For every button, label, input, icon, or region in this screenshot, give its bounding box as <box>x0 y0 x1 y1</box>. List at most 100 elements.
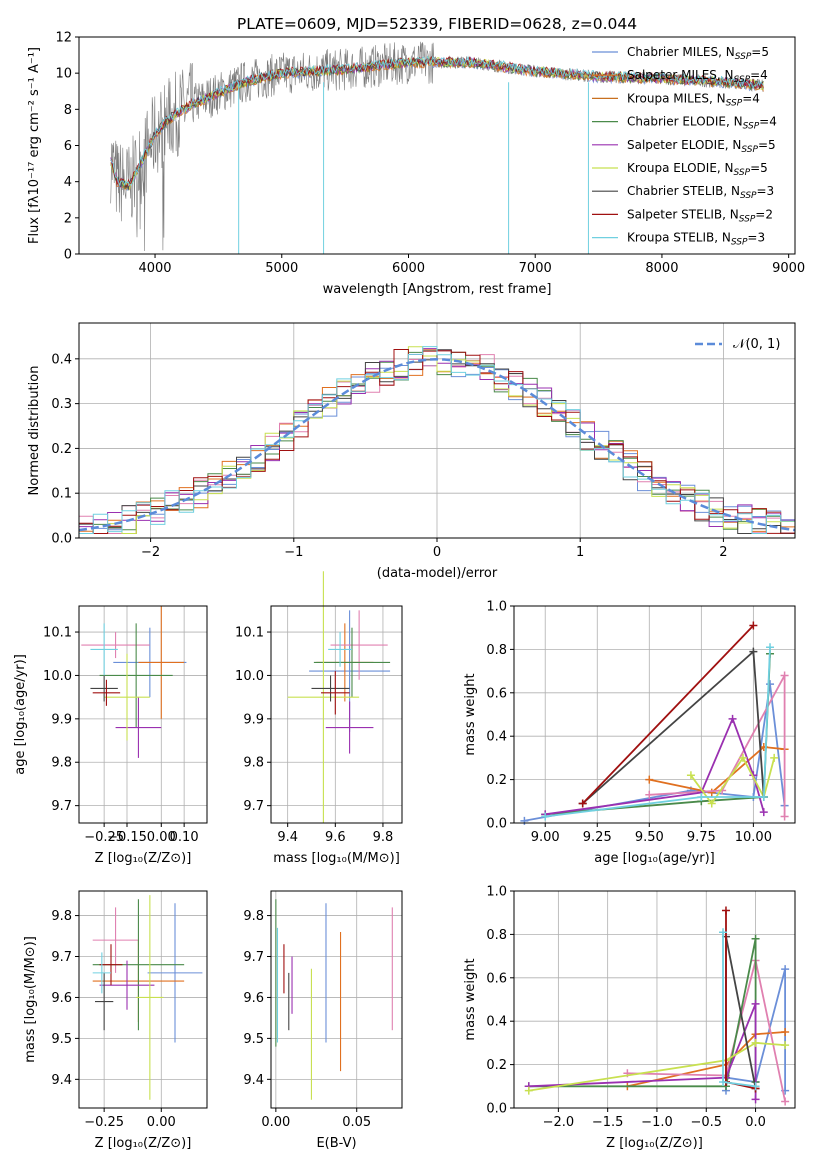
x-tick-label: 9.25 <box>583 830 612 845</box>
weight-marker <box>697 792 706 801</box>
gaussian-curve <box>78 358 796 532</box>
weight-marker <box>728 714 737 723</box>
axes-frame <box>513 605 796 824</box>
y-tick-label: 9.6 <box>51 991 72 1006</box>
y-tick-label: 9.7 <box>243 799 264 814</box>
weight-marker <box>751 1082 760 1091</box>
y-tick-label: 0.8 <box>486 928 507 943</box>
y-tick-label: 9.8 <box>51 909 72 924</box>
y-tick-label: 0.4 <box>486 730 507 745</box>
y-axis-label: mass weight <box>463 958 478 1040</box>
weight-marker <box>541 812 550 821</box>
legend-label: Salpeter STELIB, NSSP=2 <box>627 207 773 224</box>
x-tick-label: 4000 <box>138 261 171 276</box>
y-tick-label: 9.8 <box>243 909 264 924</box>
axes-frame <box>78 890 208 1109</box>
x-tick-label: −1.0 <box>641 1115 673 1130</box>
x-tick-label: −0.25 <box>84 830 124 845</box>
weight-marker <box>707 799 716 808</box>
axes-frame <box>270 605 403 824</box>
weight-series <box>649 746 785 794</box>
x-tick-label: 9000 <box>772 261 805 276</box>
x-tick-label: −2.0 <box>543 1115 575 1130</box>
legend-label: Kroupa STELIB, NSSP=3 <box>627 231 765 248</box>
x-tick-label: 7000 <box>519 261 552 276</box>
weight-series <box>582 624 755 805</box>
weight-marker <box>751 1095 760 1104</box>
weight-series <box>627 960 786 1102</box>
y-tick-label: 1.0 <box>486 885 507 900</box>
y-tick-label: 10.0 <box>235 669 264 684</box>
legend-label: Kroupa ELODIE, NSSP=5 <box>627 161 768 178</box>
x-tick-label: 1 <box>576 545 584 560</box>
legend-label: Chabrier ELODIE, NSSP=4 <box>627 115 777 132</box>
x-tick-label: 9.00 <box>531 830 560 845</box>
weight-marker <box>766 680 775 689</box>
weight-marker <box>780 671 789 680</box>
x-tick-label: 6000 <box>392 261 425 276</box>
figure-title: PLATE=0609, MJD=52339, FIBERID=0628, z=0… <box>237 15 637 33</box>
age-vs-z-chart: −0.25−0.15 0.000.10 9.7 9.8 9.9 10.0 10.1 Z [lo… <box>13 605 208 866</box>
y-tick-label: 9.7 <box>51 950 72 965</box>
x-axis-label: (data-model)/error <box>377 566 498 581</box>
x-tick-label: −0.5 <box>690 1115 722 1130</box>
weight-series <box>528 1003 757 1100</box>
weight-marker <box>770 753 779 762</box>
weight-vs-age-chart: 9.00 9.25 9.50 9.75 10.00 0.0 0.2 0.4 0.6 0.8 1.0 a… <box>463 600 796 866</box>
weight-marker <box>719 928 728 937</box>
weight-marker <box>645 790 654 799</box>
weight-series <box>649 674 786 817</box>
weight-marker <box>749 621 758 630</box>
y-axis-label: Normed distribution <box>27 366 42 496</box>
x-axis-label: mass [log₁₀(M/M⊙)] <box>273 851 400 866</box>
weight-marker <box>759 792 768 801</box>
x-axis-label: Z [log₁₀(Z/Z⊙)] <box>606 1136 703 1151</box>
weight-marker <box>524 1086 533 1095</box>
x-tick-label: 0.00 <box>147 830 176 845</box>
age-vs-mass-chart: 9.4 9.6 9.8 9.7 9.8 9.9 10.0 10.1 mass [log₁₀(M/… <box>235 571 403 866</box>
y-tick-label: 0.3 <box>51 397 72 412</box>
y-tick-label: 0.0 <box>51 532 72 547</box>
weight-marker <box>781 1041 790 1050</box>
y-tick-label: 0.4 <box>51 352 72 367</box>
y-tick-label: 0.6 <box>486 686 507 701</box>
y-tick-label: 0.0 <box>486 817 507 832</box>
y-tick-label: 0.8 <box>486 643 507 658</box>
axes-frame <box>270 890 403 1109</box>
x-tick-label: 8000 <box>645 261 678 276</box>
x-tick-label: 9.4 <box>277 830 298 845</box>
weight-marker <box>751 1038 760 1047</box>
mass-vs-z-chart: −0.25 0.00 9.4 9.5 9.6 9.7 9.8 Z [log₁₀(Z/Z⊙)] m… <box>23 890 208 1151</box>
weight-marker <box>707 788 716 797</box>
x-axis-label: Z [log₁₀(Z/Z⊙)] <box>95 851 192 866</box>
y-tick-label: 10.1 <box>235 626 264 641</box>
y-tick-label: 0.2 <box>486 773 507 788</box>
y-tick-label: 9.9 <box>243 712 264 727</box>
spectrum-chart: 4000 5000 6000 7000 8000 9000 0 2 4 6 8 10 12 wavelen… <box>27 31 805 298</box>
y-tick-label: 1.0 <box>486 600 507 615</box>
x-tick-label: 0.00 <box>261 1115 290 1130</box>
x-tick-label: −1.5 <box>592 1115 624 1130</box>
weight-marker <box>781 1028 790 1037</box>
y-tick-label: 9.4 <box>51 1073 72 1088</box>
axes-frame <box>78 605 208 824</box>
histogram-series <box>79 346 795 534</box>
y-tick-label: 9.6 <box>243 991 264 1006</box>
weight-marker <box>738 753 747 762</box>
legend-label: Chabrier STELIB, NSSP=3 <box>627 184 774 201</box>
y-tick-label: 9.7 <box>51 799 72 814</box>
x-tick-label: 0.00 <box>147 1115 176 1130</box>
y-tick-label: 0 <box>64 248 72 263</box>
y-tick-label: 0.2 <box>51 442 72 457</box>
weight-marker <box>751 934 760 943</box>
y-tick-label: 0.6 <box>486 971 507 986</box>
legend-label: 𝒩(0, 1) <box>733 337 780 352</box>
weight-vs-z-chart: −2.0 −1.5 −1.0 −0.5 0.0 0.0 0.2 0.4 0.6 0.8 1.0 Z [… <box>463 885 796 1151</box>
y-tick-label: 0.1 <box>51 487 72 502</box>
y-tick-label: 4 <box>64 175 72 190</box>
weight-marker <box>781 1097 790 1106</box>
weight-marker <box>749 647 758 656</box>
x-tick-label: 10.00 <box>735 830 772 845</box>
